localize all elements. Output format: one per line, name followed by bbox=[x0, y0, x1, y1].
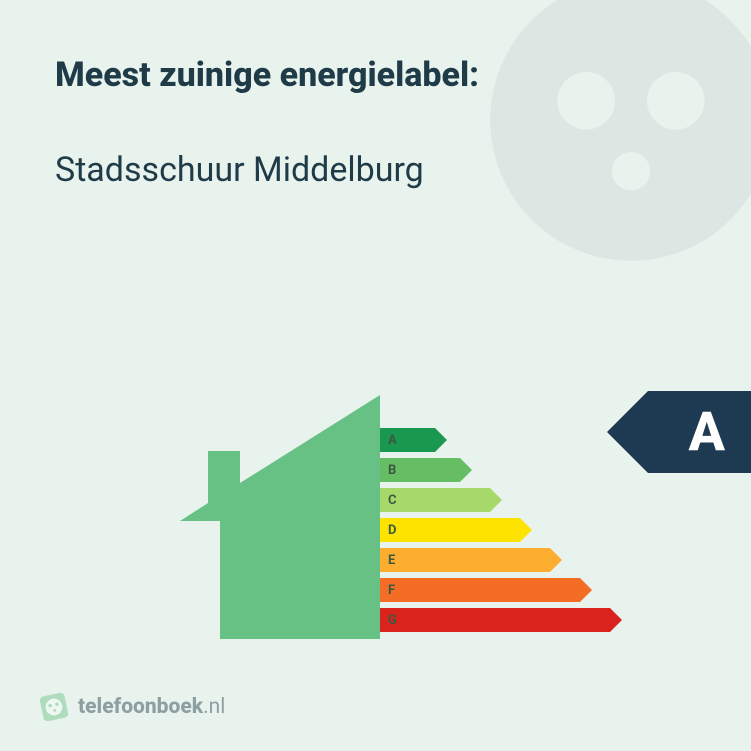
footer-brand: telefoonboek.nl bbox=[78, 695, 225, 719]
energy-bar-e: E bbox=[380, 545, 610, 575]
highlighted-energy-label: A bbox=[648, 391, 751, 473]
bar-label: D bbox=[380, 523, 404, 538]
bar-label: A bbox=[380, 433, 404, 448]
location-name: Stadsschuur Middelburg bbox=[55, 150, 696, 190]
bar-label: B bbox=[380, 463, 404, 478]
bar-label: C bbox=[380, 493, 404, 508]
bar-fill bbox=[380, 608, 610, 632]
bar-label: E bbox=[380, 553, 404, 568]
bar-label: F bbox=[380, 583, 404, 598]
energy-bar-d: D bbox=[380, 515, 610, 545]
energy-label-chart: ABCDEFG bbox=[180, 395, 580, 655]
house-icon bbox=[180, 395, 380, 645]
energy-bar-a: A bbox=[380, 425, 610, 455]
footer-brand-bold: telefoonboek bbox=[78, 695, 203, 719]
footer-logo-icon bbox=[37, 690, 70, 723]
footer: telefoonboek.nl bbox=[40, 693, 225, 721]
energy-bars: ABCDEFG bbox=[380, 425, 610, 635]
energy-bar-g: G bbox=[380, 605, 610, 635]
energy-bar-f: F bbox=[380, 575, 610, 605]
energy-bar-b: B bbox=[380, 455, 610, 485]
page-title: Meest zuinige energielabel: bbox=[55, 55, 696, 95]
bar-label: G bbox=[380, 613, 404, 628]
bar-fill bbox=[380, 578, 580, 602]
footer-brand-light: .nl bbox=[203, 695, 225, 719]
bar-fill bbox=[380, 548, 550, 572]
energy-bar-c: C bbox=[380, 485, 610, 515]
highlighted-label-text: A bbox=[688, 401, 725, 464]
